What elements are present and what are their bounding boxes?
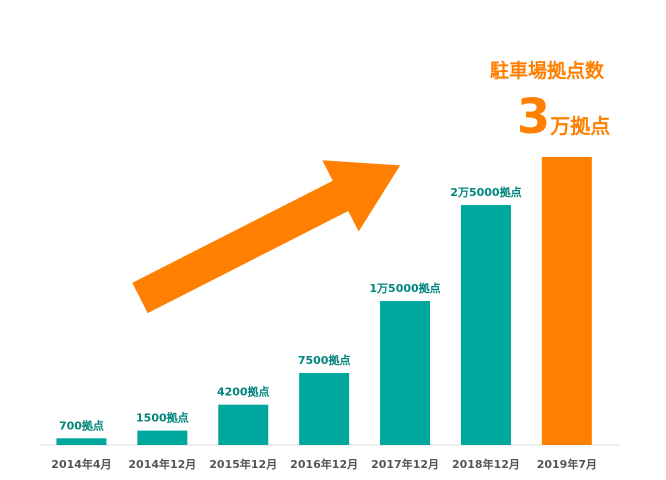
value-label: 2万5000拠点 — [450, 185, 521, 199]
value-label: 1万5000拠点 — [369, 281, 440, 295]
bar — [299, 373, 350, 445]
x-tick-label: 2015年12月 — [209, 457, 277, 471]
x-tick-label: 2014年12月 — [128, 457, 196, 471]
value-label: 4200拠点 — [217, 385, 270, 399]
x-tick-label: 2018年12月 — [452, 457, 520, 471]
x-tick-label: 2016年12月 — [290, 457, 358, 471]
bar — [56, 438, 107, 445]
bar — [380, 301, 431, 445]
bar — [218, 404, 269, 445]
x-tick-label: 2019年7月 — [537, 457, 597, 471]
chart-title: 駐車場拠点数 — [490, 60, 605, 82]
bar — [460, 205, 511, 445]
value-label: 700拠点 — [59, 418, 104, 432]
value-label: 1500拠点 — [136, 411, 189, 425]
value-label: 3万拠点 — [516, 89, 611, 145]
trend-arrow — [132, 160, 401, 314]
bar — [137, 430, 188, 445]
x-tick-label: 2017年12月 — [371, 457, 439, 471]
x-tick-label: 2014年4月 — [51, 457, 111, 471]
value-label: 7500拠点 — [298, 353, 351, 367]
bar — [541, 157, 592, 445]
